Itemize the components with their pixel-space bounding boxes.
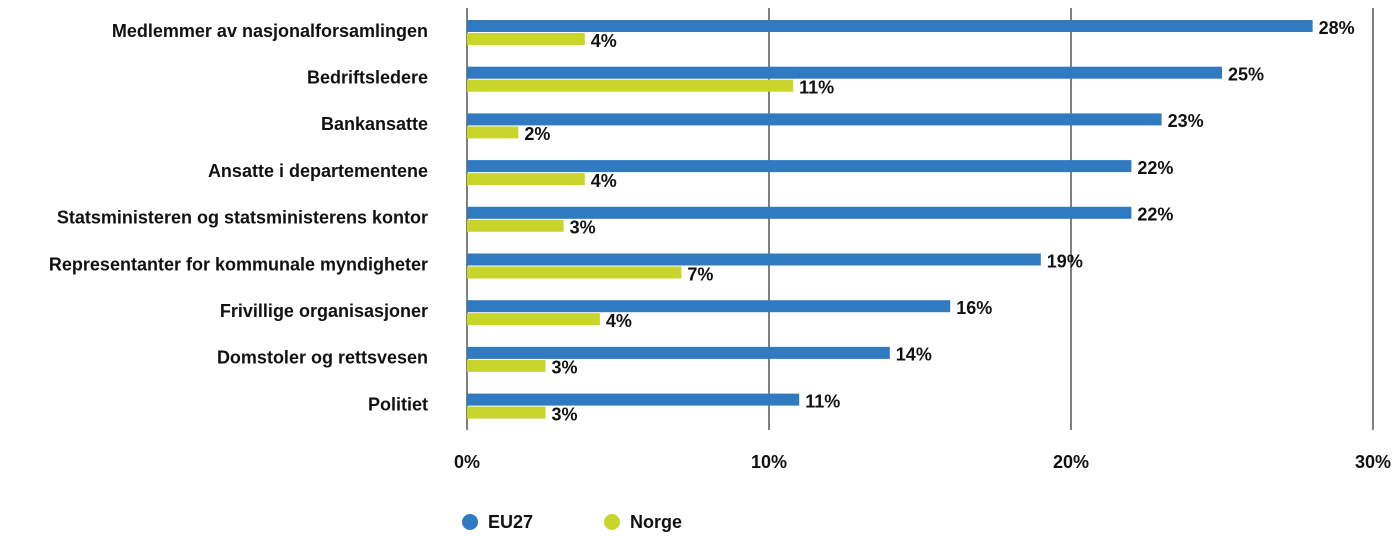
data-label: 3% <box>570 218 596 238</box>
data-label: 16% <box>956 298 992 318</box>
legend-label: EU27 <box>488 512 533 532</box>
category-label: Ansatte i departementene <box>208 161 428 181</box>
data-label: 3% <box>552 358 578 378</box>
data-label: 25% <box>1228 64 1264 84</box>
data-label: 28% <box>1319 18 1355 38</box>
x-tick-label: 30% <box>1355 452 1391 472</box>
category-label: Frivillige organisasjoner <box>220 301 428 321</box>
bar <box>467 406 546 419</box>
bar <box>467 266 682 279</box>
category-label: Bankansatte <box>321 114 428 134</box>
legend-marker <box>462 514 478 530</box>
bar <box>467 346 890 359</box>
category-label: Statsministeren og statsministerens kont… <box>57 208 428 228</box>
bar <box>467 173 585 186</box>
category-label: Politiet <box>368 394 428 414</box>
bar <box>467 359 546 372</box>
data-label: 2% <box>524 124 550 144</box>
x-tick-label: 0% <box>454 452 480 472</box>
data-label: 22% <box>1137 205 1173 225</box>
legend-marker <box>604 514 620 530</box>
legend-label: Norge <box>630 512 682 532</box>
bar <box>467 126 519 139</box>
data-label: 4% <box>606 311 632 331</box>
data-label: 23% <box>1168 111 1204 131</box>
bar <box>467 113 1162 126</box>
category-label: Domstoler og rettsvesen <box>217 348 428 368</box>
data-label: 7% <box>687 264 713 284</box>
x-tick-label: 10% <box>751 452 787 472</box>
bar <box>467 66 1222 79</box>
bar <box>467 393 800 406</box>
bar <box>467 253 1041 266</box>
data-label: 3% <box>552 404 578 424</box>
data-label: 11% <box>799 77 834 97</box>
bar <box>467 79 794 92</box>
bar <box>467 206 1132 219</box>
data-label: 4% <box>591 171 617 191</box>
category-label: Bedriftsledere <box>307 67 428 87</box>
data-label: 14% <box>896 345 932 365</box>
bar <box>467 219 564 232</box>
category-label: Medlemmer av nasjonalforsamlingen <box>112 21 428 41</box>
x-tick-label: 20% <box>1053 452 1089 472</box>
data-label: 11% <box>805 391 840 411</box>
bar <box>467 20 1313 32</box>
bar <box>467 313 600 326</box>
data-label: 19% <box>1047 251 1083 271</box>
bar <box>467 160 1132 173</box>
bar <box>467 300 951 313</box>
category-label: Representanter for kommunale myndigheter <box>49 254 428 274</box>
data-label: 22% <box>1137 158 1173 178</box>
data-label: 4% <box>591 31 617 51</box>
bar <box>467 33 585 45</box>
